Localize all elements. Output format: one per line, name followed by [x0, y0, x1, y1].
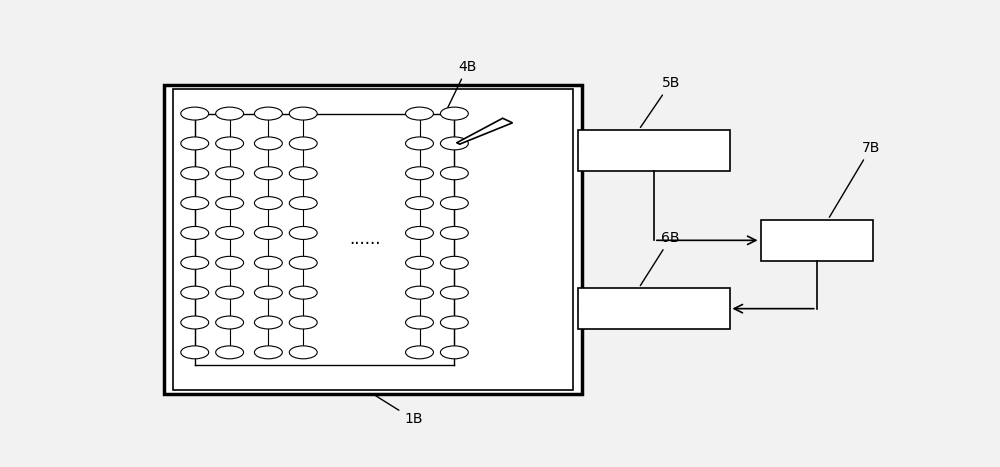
- Text: 地址信号接收器: 地址信号接收器: [619, 142, 689, 159]
- Bar: [164, 85, 582, 394]
- Circle shape: [216, 107, 244, 120]
- Circle shape: [216, 137, 244, 150]
- Text: 5B: 5B: [640, 76, 680, 127]
- Circle shape: [181, 346, 209, 359]
- Circle shape: [181, 137, 209, 150]
- Circle shape: [289, 197, 317, 210]
- Polygon shape: [456, 142, 460, 144]
- Circle shape: [254, 316, 282, 329]
- Bar: [761, 219, 873, 261]
- Circle shape: [289, 167, 317, 180]
- Circle shape: [440, 137, 468, 150]
- Circle shape: [254, 167, 282, 180]
- Text: 6B: 6B: [640, 231, 680, 286]
- Circle shape: [440, 107, 468, 120]
- Circle shape: [406, 107, 433, 120]
- Text: 主控制器: 主控制器: [797, 231, 837, 249]
- Circle shape: [406, 286, 433, 299]
- Circle shape: [216, 197, 244, 210]
- Circle shape: [181, 107, 209, 120]
- Circle shape: [254, 346, 282, 359]
- Circle shape: [254, 197, 282, 210]
- Bar: [578, 130, 730, 171]
- Circle shape: [254, 226, 282, 240]
- Circle shape: [406, 346, 433, 359]
- Circle shape: [406, 167, 433, 180]
- Circle shape: [289, 286, 317, 299]
- Circle shape: [181, 256, 209, 269]
- Circle shape: [181, 316, 209, 329]
- Circle shape: [406, 256, 433, 269]
- Text: 1B: 1B: [375, 396, 422, 426]
- Circle shape: [216, 226, 244, 240]
- Bar: [173, 89, 573, 390]
- Circle shape: [289, 346, 317, 359]
- Circle shape: [406, 197, 433, 210]
- Circle shape: [216, 286, 244, 299]
- Circle shape: [440, 197, 468, 210]
- Circle shape: [181, 167, 209, 180]
- Text: ......: ......: [350, 230, 381, 248]
- Circle shape: [406, 137, 433, 150]
- Polygon shape: [457, 118, 513, 144]
- Circle shape: [289, 256, 317, 269]
- Circle shape: [289, 137, 317, 150]
- Bar: [578, 288, 730, 329]
- Circle shape: [254, 286, 282, 299]
- Text: 7B: 7B: [829, 141, 880, 217]
- Circle shape: [254, 256, 282, 269]
- Circle shape: [440, 316, 468, 329]
- Circle shape: [440, 256, 468, 269]
- Circle shape: [440, 226, 468, 240]
- Circle shape: [406, 316, 433, 329]
- Circle shape: [254, 137, 282, 150]
- Circle shape: [289, 226, 317, 240]
- Circle shape: [216, 346, 244, 359]
- Text: 显示信号发生器: 显示信号发生器: [619, 300, 689, 318]
- Circle shape: [216, 316, 244, 329]
- Circle shape: [181, 226, 209, 240]
- Circle shape: [289, 107, 317, 120]
- Circle shape: [440, 167, 468, 180]
- Circle shape: [289, 316, 317, 329]
- Circle shape: [406, 226, 433, 240]
- Text: 4B: 4B: [448, 60, 477, 107]
- Circle shape: [440, 286, 468, 299]
- Circle shape: [181, 197, 209, 210]
- Circle shape: [216, 256, 244, 269]
- Circle shape: [254, 107, 282, 120]
- Circle shape: [216, 167, 244, 180]
- Circle shape: [440, 346, 468, 359]
- Circle shape: [181, 286, 209, 299]
